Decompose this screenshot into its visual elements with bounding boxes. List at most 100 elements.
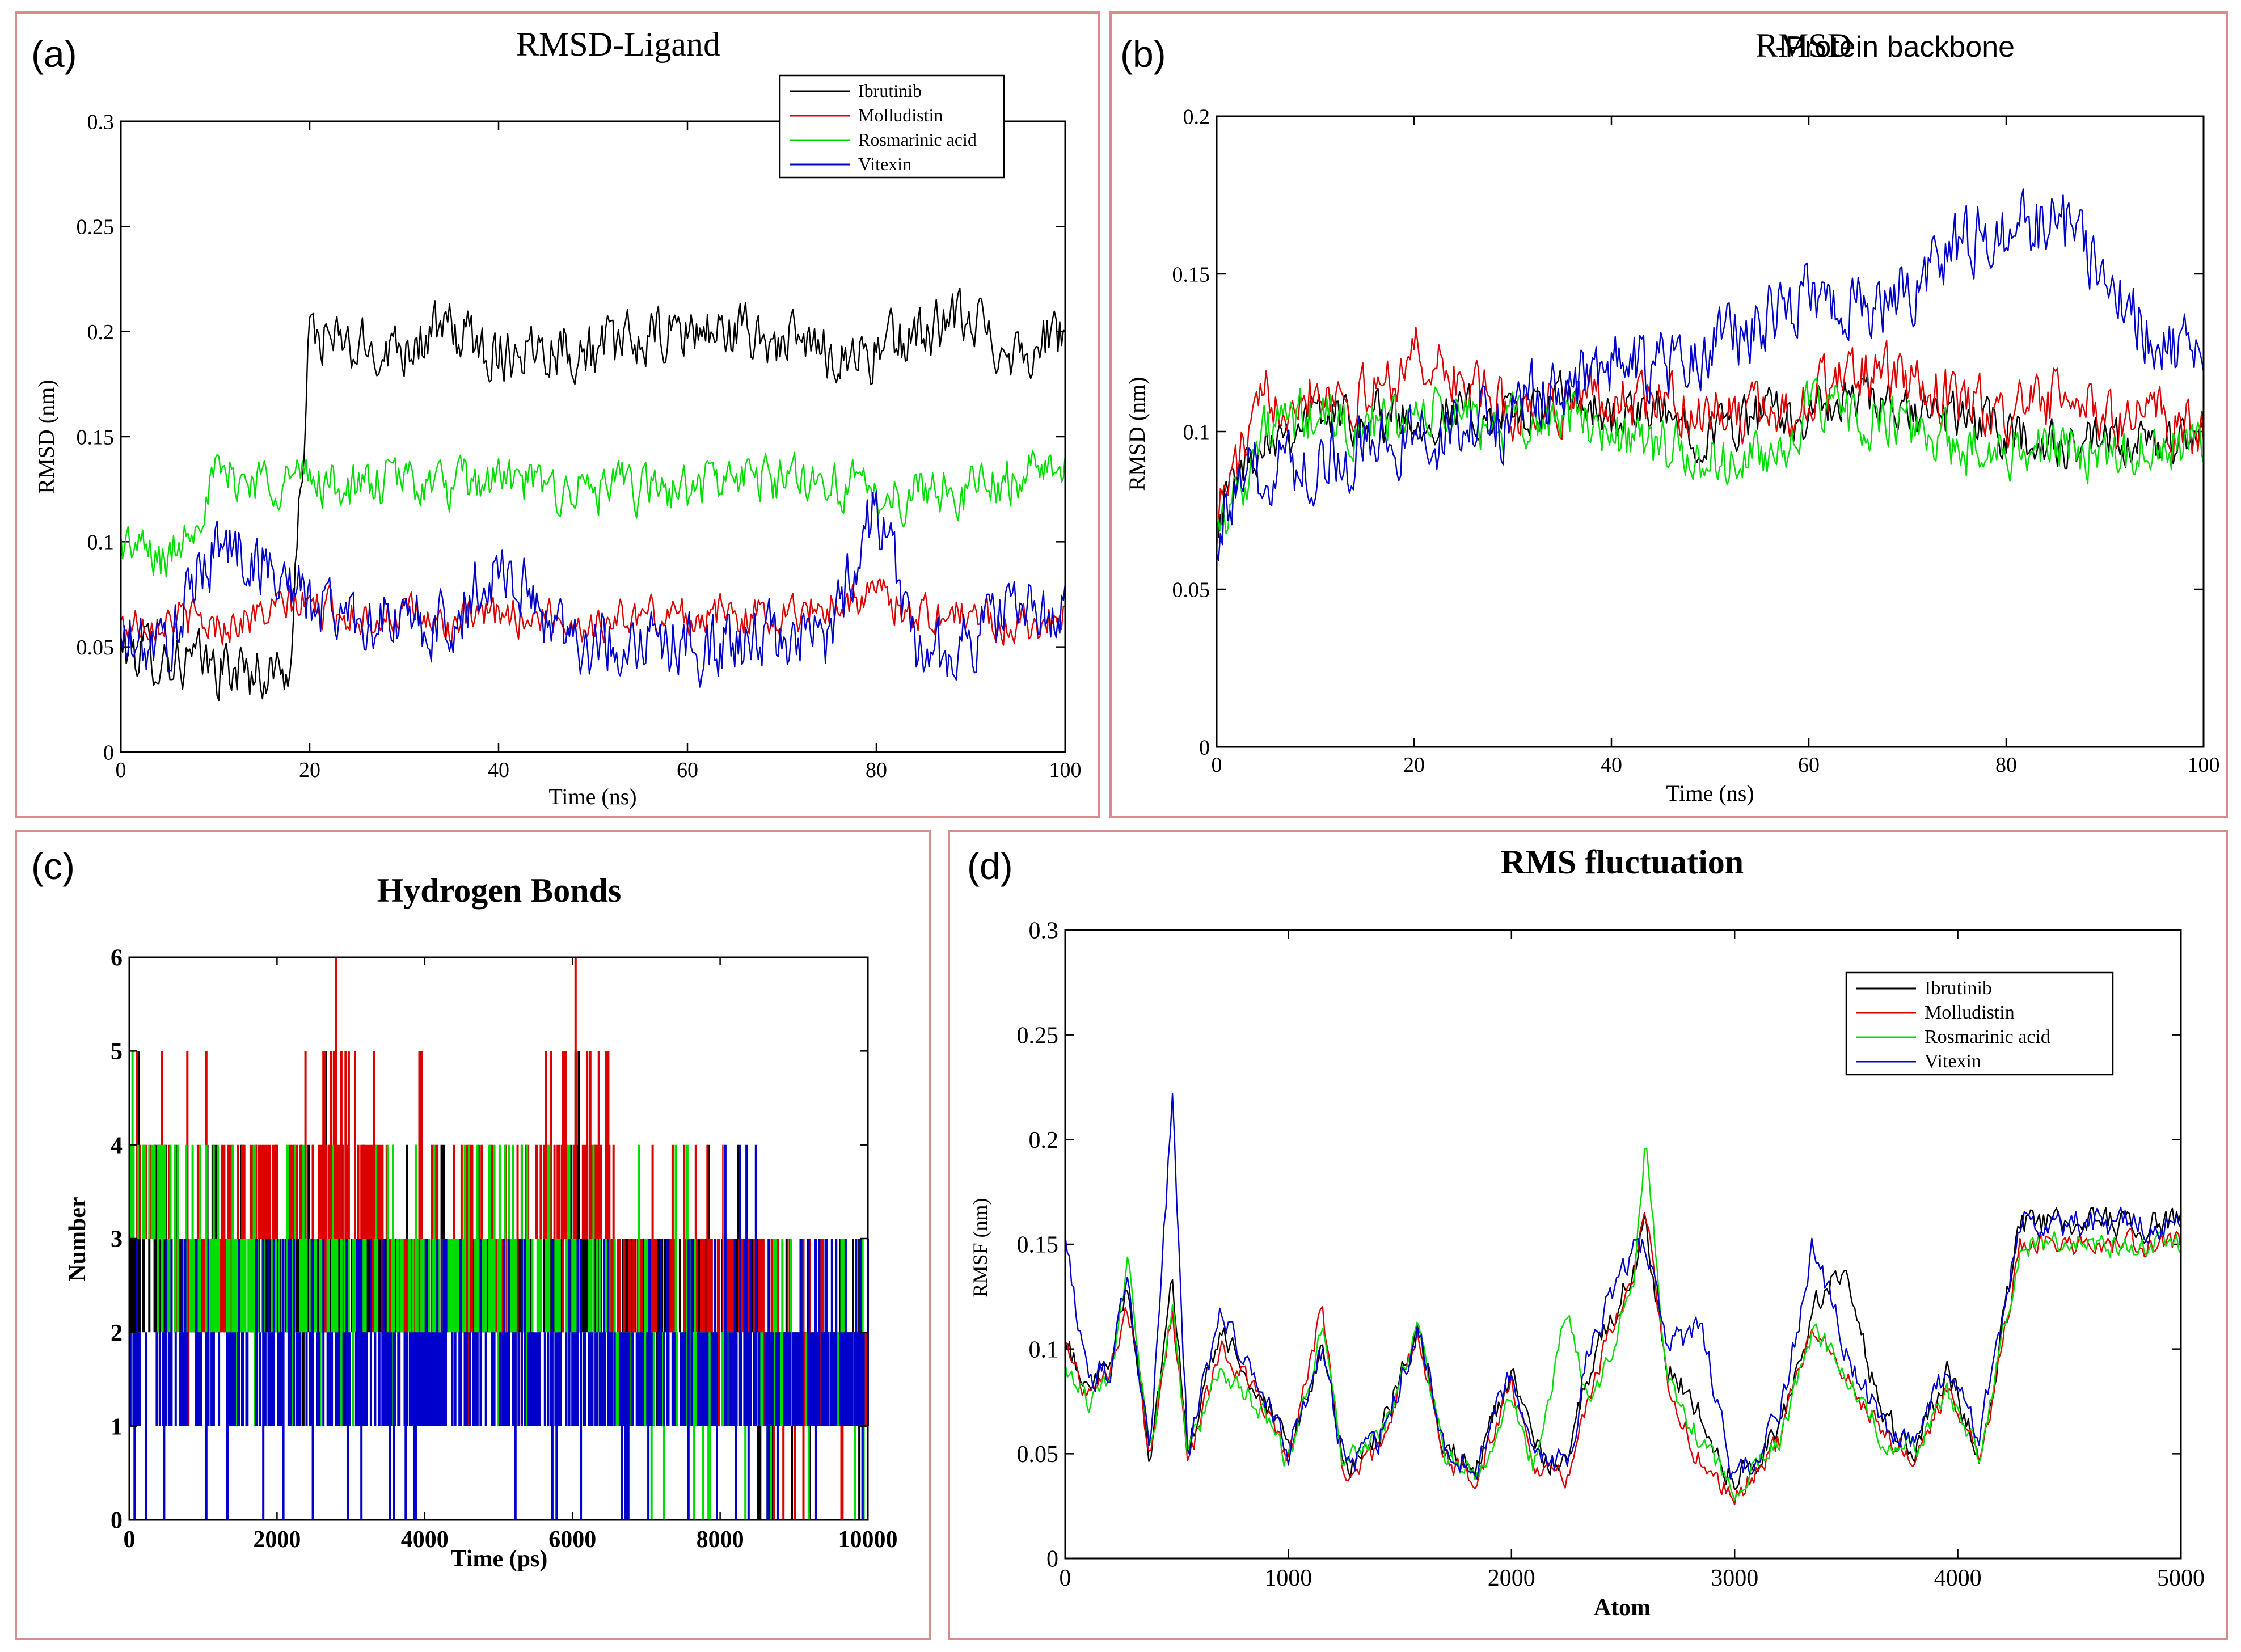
panel-b: (b) RMSD -Protein backbone 0 20 40 60 80 100 0… xyxy=(1109,11,2228,818)
panel-a-ytick-label: 0.2 xyxy=(87,320,115,344)
panel-a-xtick-label: 0 xyxy=(116,758,126,782)
panel-a-title: RMSD-Ligand xyxy=(516,26,720,63)
panel-d-legend-box xyxy=(1845,971,2114,1076)
panel-c-border xyxy=(15,830,931,1640)
panel-c-ytick-label: 0 xyxy=(111,1508,123,1534)
panel-b-xtick-label: 20 xyxy=(1403,753,1425,777)
panel-a-xtick-label: 100 xyxy=(1049,758,1082,782)
panel-d-xtick-label: 5000 xyxy=(2157,1565,2205,1591)
panel-a-legend-box xyxy=(779,74,1005,179)
panel-d-ytick-label: 0 xyxy=(1046,1547,1058,1573)
panel-d-series-vitexin xyxy=(1064,1093,2182,1480)
panel-a-border xyxy=(15,11,1100,818)
panel-c-ytick-label: 3 xyxy=(111,1227,123,1253)
panel-a-legend-label-ibrutinib: Ibrutinib xyxy=(858,81,922,101)
panel-d-series-molludistin xyxy=(1065,1212,2182,1506)
panel-a-ytick-label: 0 xyxy=(103,741,114,764)
panel-a-legend-label-molludistin: Molludistin xyxy=(858,105,943,125)
panel-b-ytick-label: 0.2 xyxy=(1183,105,1210,129)
panel-c-xtick-label: 10000 xyxy=(838,1527,898,1553)
panel-a-xtick-label: 40 xyxy=(488,758,509,782)
panel-c-ytick-label: 2 xyxy=(111,1320,123,1346)
panel-c-xtick-label: 0 xyxy=(124,1527,136,1553)
panel-c: (c) Hydrogen Bonds 0 2000 4000 6000 8000 1000… xyxy=(15,830,931,1640)
panel-a-legend-label-rosmarinic-acid: Rosmarinic acid xyxy=(858,129,977,150)
panel-a-xtick-label: 60 xyxy=(677,758,698,782)
panel-d-ytick-label: 0.1 xyxy=(1029,1337,1059,1363)
panel-a-series-rosmarinic-acid xyxy=(120,449,1066,578)
panel-d-xtick-label: 4000 xyxy=(1934,1565,1982,1591)
panel-d-series-ibrutinib xyxy=(1064,1207,2182,1490)
panel-d-xtick-label: 1000 xyxy=(1264,1565,1312,1591)
panel-d-plot-frame xyxy=(1064,929,2182,1560)
panel-c-ytick-label: 4 xyxy=(111,1133,123,1159)
panel-c-xtick-label: 2000 xyxy=(253,1527,301,1553)
panel-c-label: (c) xyxy=(31,845,75,887)
panel-c-title: Hydrogen Bonds xyxy=(377,872,622,909)
panel-a-ytick-label: 0.25 xyxy=(77,216,115,239)
panel-a-legend-label-vitexin: Vitexin xyxy=(858,154,911,174)
panel-a-ytick-label: 0.05 xyxy=(77,636,115,660)
panel-b-series-molludistin xyxy=(1216,327,2205,534)
panel-d-xtick-label: 2000 xyxy=(1488,1565,1535,1591)
panel-b-title: RMSD xyxy=(1755,27,1852,64)
panel-c-xlabel: Time (ps) xyxy=(451,1546,548,1572)
panel-d-legend-label-molludistin: Molludistin xyxy=(1925,1002,2015,1023)
panel-c-xtick-label: 4000 xyxy=(401,1527,449,1553)
panel-a-legend: Ibrutinib Molludistin Rosmarinic acid Vitex… xyxy=(779,74,1005,179)
panel-b-xtick-label: 40 xyxy=(1601,753,1622,777)
panel-a-ytick-label: 0.1 xyxy=(87,531,115,555)
panel-a-ytick-label: 0.15 xyxy=(77,425,115,449)
panel-a-ylabel: RMSD (nm) xyxy=(33,379,59,493)
panel-a: (a) RMSD-Ligand 0 20 40 60 80 100 0 0.05 0.1 0.15… xyxy=(15,11,1100,818)
panel-d-legend: Ibrutinib Molludistin Rosmarinic acid Vitex… xyxy=(1845,971,2114,1076)
panel-b-border xyxy=(1109,11,2228,818)
panel-d-series-rosmarinic-acid xyxy=(1064,1147,2182,1501)
panel-a-xtick-label: 80 xyxy=(866,758,887,782)
panel-b-ytick-label: 0 xyxy=(1199,736,1210,759)
panel-c-xtick-label: 6000 xyxy=(548,1527,596,1553)
panel-d-xtick-label: 3000 xyxy=(1711,1565,1758,1591)
panel-d-legend-label-vitexin: Vitexin xyxy=(1925,1051,1981,1072)
panel-a-label: (a) xyxy=(31,33,77,75)
panel-c-series-vitexin xyxy=(129,1144,869,1520)
panel-b-ylabel: RMSD (nm) xyxy=(1124,377,1150,491)
panel-d-ytick-label: 0.2 xyxy=(1029,1127,1059,1154)
panel-d-title: RMS fluctuation xyxy=(1501,843,1744,881)
panel-b-title-suffix: -Protein backbone xyxy=(1775,31,2015,64)
panel-c-ytick-label: 1 xyxy=(111,1414,123,1440)
panel-b-ytick-label: 0.05 xyxy=(1172,578,1210,602)
panel-a-series-molludistin xyxy=(120,578,1066,646)
panel-c-ytick-label: 6 xyxy=(111,945,123,971)
panel-a-ytick-label: 0.3 xyxy=(87,110,115,134)
panel-b-plot-frame xyxy=(1216,115,2205,748)
panel-c-ytick-label: 5 xyxy=(111,1039,123,1065)
panel-b-ytick-label: 0.15 xyxy=(1172,263,1210,286)
panel-b-ytick-label: 0.1 xyxy=(1183,420,1210,444)
panel-d-ytick-label: 0.25 xyxy=(1017,1023,1059,1049)
panel-a-plot-frame xyxy=(120,120,1066,753)
panel-d: (d) RMS fluctuation 0 1000 2000 3000 4000 500… xyxy=(948,830,2228,1640)
panel-b-xtick-label: 80 xyxy=(1995,753,2017,777)
panel-c-plot-frame xyxy=(128,956,869,1521)
panel-a-series-vitexin xyxy=(120,490,1066,688)
panel-b-series-vitexin xyxy=(1216,188,2205,561)
panel-d-ylabel: RMSF (nm) xyxy=(969,1198,991,1297)
panel-d-ytick-label: 0.3 xyxy=(1029,918,1059,944)
panel-b-xtick-label: 100 xyxy=(2188,753,2220,777)
panel-b-label: (b) xyxy=(1120,33,1166,75)
panel-b-xtick-label: 0 xyxy=(1212,753,1222,777)
panel-a-series-ibrutinib xyxy=(120,287,1066,702)
panel-d-border xyxy=(948,830,2228,1640)
panel-d-label: (d) xyxy=(967,845,1013,887)
panel-b-xlabel: Time (ns) xyxy=(1666,780,1754,806)
panel-d-ytick-label: 0.15 xyxy=(1017,1232,1059,1258)
panel-c-xtick-label: 8000 xyxy=(697,1527,744,1553)
panel-b-series-rosmarinic-acid xyxy=(1216,377,2205,549)
panel-d-xlabel: Atom xyxy=(1594,1595,1651,1621)
panel-d-ytick-label: 0.05 xyxy=(1017,1442,1059,1468)
panel-c-ylabel: Number xyxy=(65,1197,91,1281)
panel-a-xtick-label: 20 xyxy=(299,758,320,782)
panel-d-legend-label-ibrutinib: Ibrutinib xyxy=(1925,978,1992,999)
